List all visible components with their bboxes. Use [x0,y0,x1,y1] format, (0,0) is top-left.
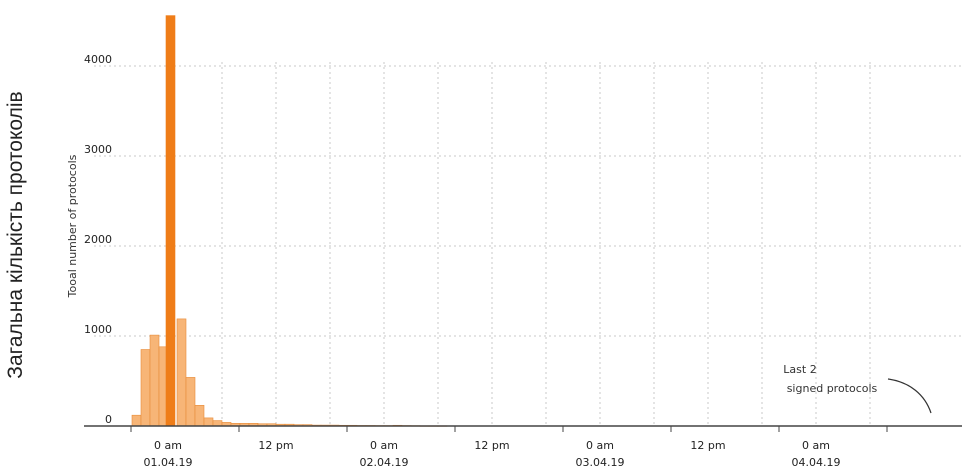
bar [194,404,205,427]
annotation: Last 2 signed protocols [783,363,932,414]
x-tick-date-label: 03.04.19 [576,456,625,469]
x-tick-date-label: 01.04.19 [144,456,193,469]
y-tick-label: 0 [105,413,112,426]
annotation-pointer [887,378,932,414]
bar-peak [165,15,176,427]
x-tick-label: 0 am [802,439,830,452]
y-tick-label: 2000 [84,233,112,246]
bar [176,318,187,427]
x-tick-label: 12 pm [474,439,509,452]
axis-layer: 0 1000 2000 3000 4000 0 am 01.04.19 12 pm 0 am 02… [84,53,962,469]
x-tick-label: 12 pm [258,439,293,452]
annotation-line-2: signed protocols [787,382,878,395]
x-tick-date-label: 04.04.19 [792,456,841,469]
y-tick-label: 4000 [84,53,112,66]
x-tick-label: 0 am [370,439,398,452]
bar [131,414,142,427]
x-tick-label: 0 am [586,439,614,452]
y-axis-label: Tooal number of protocols [66,154,79,298]
x-tick-label: 0 am [154,439,182,452]
y-tick-label: 1000 [84,323,112,336]
outer-y-axis-label: Загальна кількість протоколів [4,91,27,379]
annotation-line-1: Last 2 [783,363,816,376]
bar [140,349,151,427]
bars-layer [131,15,448,427]
y-tick-label: 3000 [84,143,112,156]
bar [149,334,160,427]
x-tick-date-label: 02.04.19 [360,456,409,469]
bar [185,377,196,427]
bar [212,420,223,427]
x-tick-label: 12 pm [690,439,725,452]
grid-layer [94,62,962,426]
bar [203,417,214,427]
